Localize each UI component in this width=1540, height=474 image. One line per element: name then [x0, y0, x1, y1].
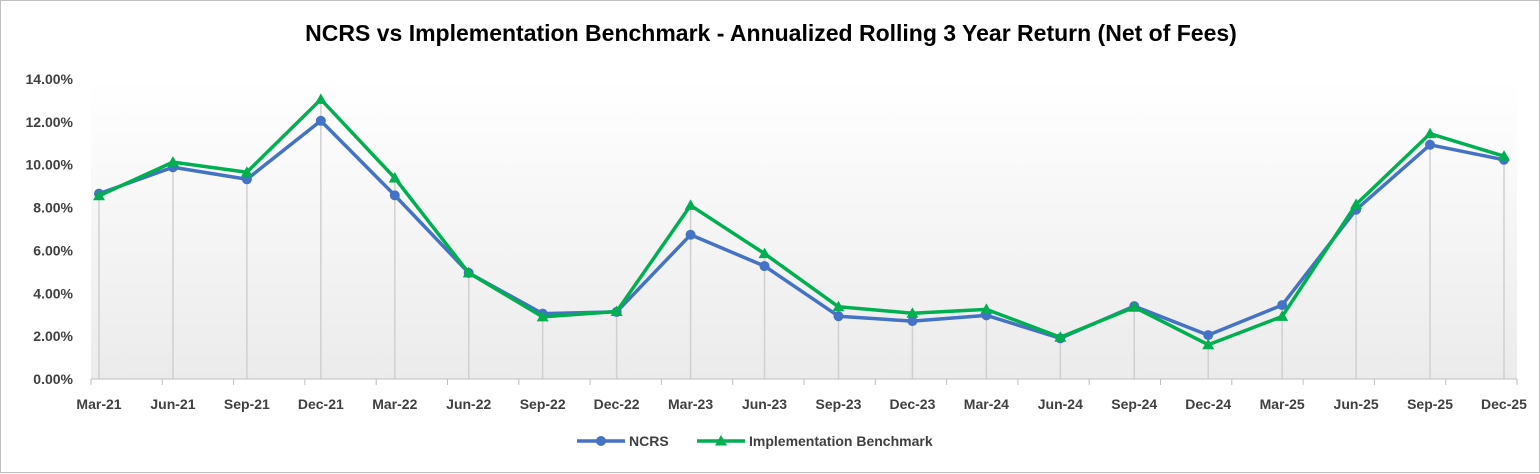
x-tick-label: Mar-21 — [76, 396, 121, 412]
data-point — [1054, 331, 1067, 342]
x-tick-label: Mar-22 — [372, 396, 417, 412]
series-1 — [93, 93, 1510, 350]
data-point — [314, 93, 327, 104]
data-point — [832, 300, 845, 312]
y-tick-label: 12.00% — [26, 114, 74, 130]
y-tick-label: 6.00% — [33, 242, 73, 258]
x-tick-label: Mar-23 — [668, 396, 713, 412]
data-point — [1203, 330, 1214, 341]
x-tick-label: Jun-24 — [1038, 396, 1083, 412]
y-tick-label: 10.00% — [26, 157, 74, 173]
x-tick-label: Dec-23 — [889, 396, 935, 412]
data-point — [389, 190, 400, 201]
data-point — [388, 172, 401, 183]
x-axis: Mar-21 Jun-21 Sep-21 Dec-21 Mar-22 Jun-22 Sep-… — [76, 378, 1527, 412]
data-point — [1425, 139, 1436, 150]
data-point — [610, 305, 623, 316]
legend-swatch-marker — [715, 435, 727, 446]
data-point — [980, 303, 993, 314]
data-point — [1128, 301, 1141, 312]
data-point — [93, 189, 105, 201]
x-tick-label: Jun-25 — [1334, 396, 1379, 412]
x-tick-label: Dec-25 — [1481, 396, 1527, 412]
x-tick-label: Jun-22 — [446, 396, 491, 412]
series-0 — [94, 115, 1509, 344]
data-point — [1350, 198, 1363, 209]
data-point — [684, 199, 697, 210]
y-tick-label: 0.00% — [33, 371, 73, 387]
x-tick-label: Jun-23 — [742, 396, 787, 412]
y-axis: 0.00% 2.00% 4.00% 6.00% 8.00% 10.00% 12.00% 14.… — [26, 71, 74, 387]
data-point — [1498, 150, 1510, 161]
data-point — [906, 307, 919, 318]
x-tick-label: Mar-24 — [964, 396, 1009, 412]
data-point — [166, 156, 179, 167]
x-tick-label: Sep-22 — [520, 396, 566, 412]
data-point — [758, 247, 771, 259]
plot-background — [91, 79, 1517, 379]
x-tick-label: Mar-25 — [1260, 396, 1305, 412]
y-tick-label: 14.00% — [26, 71, 74, 87]
legend: NCRS Implementation Benchmark — [577, 433, 933, 449]
data-point — [536, 310, 549, 322]
data-point — [1424, 127, 1437, 139]
legend-item: Implementation Benchmark — [697, 433, 933, 449]
series-layer — [93, 93, 1510, 350]
data-point — [833, 311, 844, 322]
data-point — [241, 174, 252, 185]
y-tick-label: 8.00% — [33, 200, 73, 216]
x-tick-label: Sep-24 — [1111, 396, 1157, 412]
series-line — [97, 97, 1506, 347]
x-tick-label: Sep-25 — [1407, 396, 1453, 412]
series-line — [97, 119, 1506, 341]
y-tick-label: 4.00% — [33, 285, 73, 301]
legend-swatch-marker — [596, 436, 606, 446]
x-tick-label: Dec-24 — [1185, 396, 1231, 412]
y-tick-label: 2.00% — [33, 328, 73, 344]
data-point — [1202, 338, 1215, 350]
data-point — [240, 166, 253, 177]
x-tick-label: Dec-21 — [298, 396, 344, 412]
data-point — [685, 229, 696, 240]
x-tick-label: Jun-21 — [150, 396, 195, 412]
x-tick-label: Dec-22 — [594, 396, 640, 412]
data-point — [1277, 300, 1288, 311]
data-point — [907, 316, 918, 327]
data-point — [462, 266, 475, 278]
legend-label: Implementation Benchmark — [749, 433, 933, 449]
data-point — [1276, 310, 1289, 321]
data-point — [759, 261, 770, 272]
drop-lines — [98, 99, 1505, 379]
chart-title: NCRS vs Implementation Benchmark - Annua… — [305, 20, 1237, 46]
x-tick-label: Sep-21 — [224, 396, 270, 412]
data-point — [315, 115, 326, 126]
legend-item: NCRS — [577, 433, 669, 449]
x-tick-label: Sep-23 — [816, 396, 862, 412]
legend-label: NCRS — [629, 433, 669, 449]
